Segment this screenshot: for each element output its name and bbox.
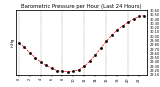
Y-axis label: inHg: inHg xyxy=(11,38,15,47)
Title: Barometric Pressure per Hour (Last 24 Hours): Barometric Pressure per Hour (Last 24 Ho… xyxy=(21,4,142,9)
